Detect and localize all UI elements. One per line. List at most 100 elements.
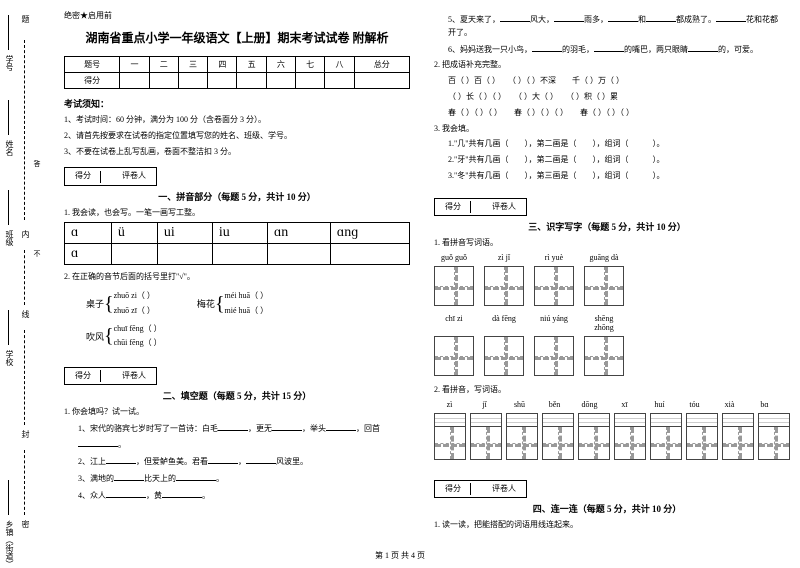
table-cell: ü: [111, 223, 157, 244]
score-table: 题号 一 二 三 四 五 六 七 八 总分 得分: [64, 56, 410, 89]
char-grid-row: [434, 413, 780, 460]
char-write-box[interactable]: [434, 336, 474, 376]
pinyin-labels: zìjǐshūběndōng xīhuítóuxiàbɑ: [434, 400, 780, 409]
score-label: 得分: [69, 371, 97, 380]
char-write-box[interactable]: [506, 413, 538, 460]
notice-item: 1、考试时间：60 分钟，满分为 100 分（含卷面分 3 分）。: [64, 114, 410, 127]
fill-blank-line: （ ）长（ ）（ ） （ ）大（ ） （ ）积（ ）累: [434, 91, 780, 104]
table-cell[interactable]: [237, 73, 266, 89]
table-cell: 二: [149, 57, 178, 73]
page-footer: 第 1 页 共 4 页: [0, 550, 800, 561]
pinyin-option[interactable]: chūi fēng（ ）: [114, 336, 162, 350]
char-write-box[interactable]: [578, 413, 610, 460]
char-write-box[interactable]: [470, 413, 502, 460]
table-cell[interactable]: [111, 244, 157, 265]
question-text: 1. 看拼音写词语。: [434, 237, 780, 250]
table-cell[interactable]: ɑ: [65, 244, 112, 265]
sidebar-label: 班级: [4, 230, 15, 246]
table-cell: ui: [157, 223, 212, 244]
fill-blank-line: 百（ ）百（ ） （ ）（ ）不深 千（ ）万（ ）: [434, 75, 780, 88]
char-write-box[interactable]: [434, 266, 474, 306]
table-cell: iu: [212, 223, 267, 244]
fill-blank-line: 4、众人，黄。: [64, 489, 410, 503]
page: 绝密★启用前 湖南省重点小学一年级语文【上册】期末考试试卷 附解析 题号 一 二…: [52, 10, 792, 550]
sidebar-label: 姓名: [4, 140, 15, 156]
reviewer-label: 评卷人: [486, 202, 522, 211]
sidebar-dash: [24, 330, 25, 425]
secret-label: 绝密★启用前: [64, 10, 410, 21]
char-write-box[interactable]: [584, 336, 624, 376]
char-write-box[interactable]: [584, 266, 624, 306]
pinyin-option[interactable]: chuī fēng（ ）: [114, 322, 162, 336]
brace-group: 桌子 { zhuō zi（ ） zhuō zī（ ）: [64, 289, 155, 318]
char-write-box[interactable]: [484, 266, 524, 306]
question-text: 1. 读一读，把能搭配的词语用线连起来。: [434, 519, 780, 532]
fill-blank-line: 3、满地的比天上的。: [64, 472, 410, 486]
sidebar-line: [8, 100, 9, 135]
sidebar-line: [8, 480, 9, 515]
section-title: 四、连一连（每题 5 分，共计 10 分）: [434, 502, 780, 515]
question-text: 2. 把成语补充完整。: [434, 59, 780, 72]
binding-sidebar: 乡镇（街道） 学校 班级 姓名 学号 题 内 线 封 密 答 不: [0, 0, 52, 565]
fill-blank-line: 2."牙"共有几画（ ），第二画是（ ），组词（ ）。: [434, 154, 780, 167]
char-write-box[interactable]: [758, 413, 790, 460]
table-cell[interactable]: [266, 73, 295, 89]
char-write-box[interactable]: [722, 413, 754, 460]
char-write-box[interactable]: [650, 413, 682, 460]
table-cell[interactable]: [267, 244, 330, 265]
fill-blank-line: 。: [64, 438, 410, 452]
char-grid-row: [434, 266, 780, 306]
section-title: 一、拼音部分（每题 5 分，共计 10 分）: [64, 190, 410, 203]
table-cell[interactable]: [330, 244, 409, 265]
char-write-box[interactable]: [686, 413, 718, 460]
pinyin-option[interactable]: zhuō zī（ ）: [114, 304, 155, 318]
char-write-box[interactable]: [484, 336, 524, 376]
table-cell: 得分: [65, 73, 120, 89]
sidebar-mark: 线: [20, 310, 31, 318]
score-label: 得分: [439, 202, 467, 211]
brace-icon: {: [104, 295, 114, 313]
score-label: 得分: [439, 484, 467, 493]
reviewer-label: 评卷人: [486, 484, 522, 493]
table-cell: 一: [120, 57, 149, 73]
char-write-box[interactable]: [434, 413, 466, 460]
table-cell[interactable]: [178, 73, 207, 89]
table-cell: 五: [237, 57, 266, 73]
pinyin-option[interactable]: méi huā（ ）: [225, 289, 269, 303]
pinyin-option[interactable]: zhuō zi（ ）: [114, 289, 155, 303]
table-cell[interactable]: [212, 244, 267, 265]
table-cell: 四: [208, 57, 237, 73]
table-cell: 七: [296, 57, 325, 73]
table-cell[interactable]: [354, 73, 409, 89]
table-cell: 三: [178, 57, 207, 73]
brace-items: chuī fēng（ ） chūi fēng（ ）: [114, 322, 162, 351]
table-cell[interactable]: [325, 73, 354, 89]
sidebar-line: [8, 310, 9, 345]
brace-label: 吹风: [64, 330, 104, 343]
table-cell[interactable]: [120, 73, 149, 89]
char-write-box[interactable]: [542, 413, 574, 460]
notice-item: 2、请首先按要求在试卷的指定位置填写您的姓名、班级、学号。: [64, 130, 410, 143]
table-cell[interactable]: [296, 73, 325, 89]
sidebar-label: 学号: [4, 55, 15, 71]
sidebar-dash: [24, 450, 25, 515]
fill-blank-line: 3."冬"共有几画（ ），第三画是（ ），组词（ ）。: [434, 170, 780, 183]
char-write-box[interactable]: [534, 336, 574, 376]
question-text: 2. 看拼音，写词语。: [434, 384, 780, 397]
char-write-box[interactable]: [614, 413, 646, 460]
table-cell[interactable]: [208, 73, 237, 89]
char-write-box[interactable]: [534, 266, 574, 306]
table-row: ɑ: [65, 244, 410, 265]
table-cell[interactable]: [157, 244, 212, 265]
fill-blank-line: 春（ ）（ ）（ ） 春（ ）（ ）（ ） 春（ ）（ ）（ ）: [434, 107, 780, 120]
table-cell: 八: [325, 57, 354, 73]
table-cell[interactable]: [149, 73, 178, 89]
char-grid-row: [434, 336, 780, 376]
question-text: 1. 我会读，也会写。一笔一画写工整。: [64, 207, 410, 220]
pinyin-option[interactable]: mié huā（ ）: [225, 304, 269, 318]
right-column: 5、夏天来了，风大，雨多，和都成熟了。花和花都开了。 6、妈妈送我一只小鸟，的羽…: [422, 10, 792, 550]
sidebar-line: [8, 15, 9, 50]
table-row: 题号 一 二 三 四 五 六 七 八 总分: [65, 57, 410, 73]
score-label: 得分: [69, 171, 97, 180]
reviewer-label: 评卷人: [116, 171, 152, 180]
